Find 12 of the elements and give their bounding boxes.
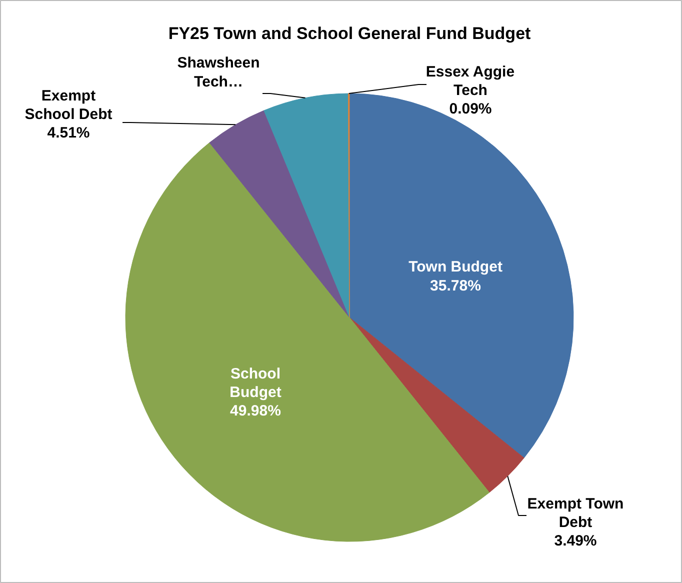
data-label: 0.09% bbox=[449, 100, 492, 118]
slice-label: Essex Aggie Tech bbox=[426, 63, 515, 99]
data-label: 4.51% bbox=[47, 124, 90, 142]
data-label: 35.78% bbox=[430, 277, 481, 294]
slice-label: Shawsheen Tech… bbox=[177, 54, 260, 90]
data-label: 3.49% bbox=[554, 532, 597, 550]
data-label: 49.98% bbox=[230, 402, 281, 420]
slice-label: Town Budget bbox=[408, 258, 502, 276]
slice-label: Exempt School Debt bbox=[24, 87, 112, 123]
slice-label: School Budget bbox=[230, 365, 282, 401]
chart-title: FY25 Town and School General Fund Budget bbox=[168, 24, 532, 43]
slice-label: Exempt Town Debt bbox=[527, 495, 624, 531]
